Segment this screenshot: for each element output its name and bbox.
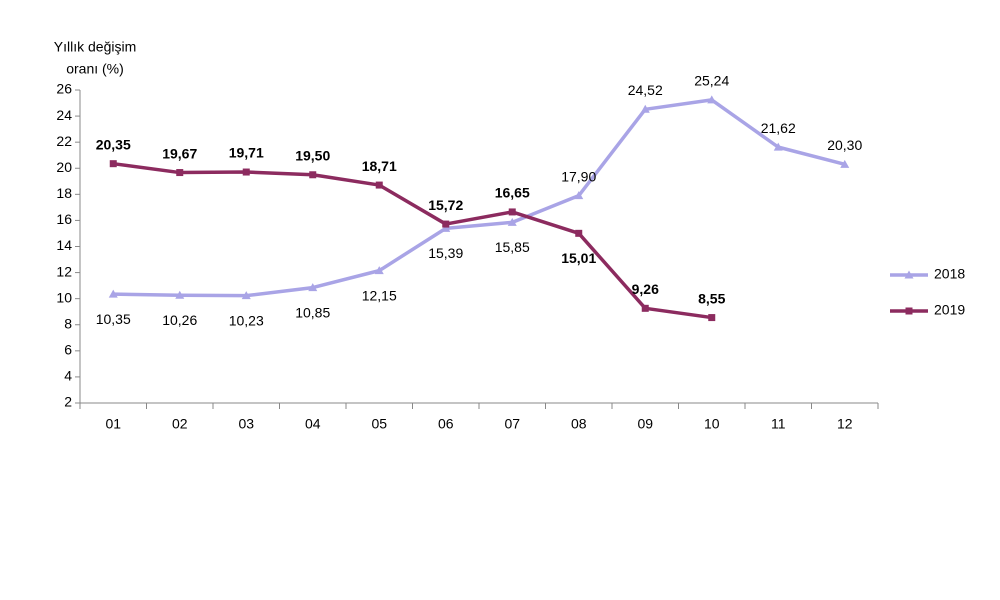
legend-marker (905, 307, 913, 315)
data-label: 25,24 (694, 73, 729, 89)
line-series (113, 161, 712, 320)
legend-label: 2019 (934, 302, 965, 318)
data-label: 10,23 (229, 312, 264, 328)
x-tick-label: 12 (837, 416, 853, 432)
x-tick-label: 08 (571, 416, 587, 432)
x-tick-label: 05 (371, 416, 387, 432)
x-tick-label: 10 (704, 416, 720, 432)
x-tick-label: 01 (105, 416, 121, 432)
y-tick-label: 16 (56, 211, 72, 227)
marker (640, 104, 650, 113)
x-tick-label: 09 (637, 416, 653, 432)
data-label: 19,71 (229, 145, 264, 161)
data-label: 15,85 (495, 239, 530, 255)
data-label: 20,30 (827, 137, 862, 153)
x-tick-label: 03 (238, 416, 254, 432)
y-tick-label: 2 (64, 394, 72, 410)
x-tick-label: 02 (172, 416, 188, 432)
data-label: 10,26 (162, 312, 197, 328)
marker (840, 159, 850, 168)
data-label: 10,85 (295, 304, 330, 320)
data-label: 21,62 (761, 120, 796, 136)
y-tick-label: 14 (56, 237, 72, 253)
y-axis-title: oranı (%) (66, 61, 124, 77)
marker (641, 304, 649, 312)
marker (309, 171, 317, 179)
x-tick-label: 07 (504, 416, 520, 432)
data-label: 9,26 (632, 281, 659, 297)
marker (375, 181, 383, 189)
marker (176, 169, 184, 177)
line-series (113, 98, 846, 298)
y-tick-label: 12 (56, 263, 72, 279)
data-label: 24,52 (628, 82, 663, 98)
marker (575, 229, 583, 237)
y-tick-label: 26 (56, 81, 72, 97)
data-label: 16,65 (495, 185, 530, 201)
marker (773, 142, 783, 151)
marker (242, 168, 250, 176)
y-tick-label: 22 (56, 133, 72, 149)
marker (241, 291, 251, 300)
y-tick-label: 18 (56, 185, 72, 201)
data-label: 12,15 (362, 287, 397, 303)
marker (441, 223, 451, 232)
data-label: 20,35 (96, 136, 131, 152)
x-tick-label: 04 (305, 416, 321, 432)
data-label: 15,01 (561, 250, 596, 266)
x-tick-label: 06 (438, 416, 454, 432)
legend-label: 2018 (934, 266, 965, 282)
y-tick-label: 8 (64, 315, 72, 331)
data-label: 18,71 (362, 158, 397, 174)
data-label: 17,90 (561, 168, 596, 184)
marker (308, 283, 318, 292)
marker (109, 160, 117, 168)
data-label: 15,39 (428, 245, 463, 261)
data-label: 19,67 (162, 145, 197, 161)
data-label: 19,50 (295, 147, 330, 163)
y-tick-label: 20 (56, 159, 72, 175)
marker (508, 208, 516, 216)
data-label: 10,35 (96, 311, 131, 327)
y-tick-label: 10 (56, 289, 72, 305)
y-tick-label: 24 (56, 107, 72, 123)
marker (574, 191, 584, 200)
legend-marker (904, 270, 914, 279)
marker (708, 314, 716, 322)
y-axis-title: Yıllık değişim (54, 39, 136, 55)
y-tick-label: 6 (64, 342, 72, 358)
marker (707, 95, 717, 104)
data-label: 8,55 (698, 290, 725, 306)
marker (374, 266, 384, 275)
data-label: 15,72 (428, 197, 463, 213)
y-tick-label: 4 (64, 368, 72, 384)
marker (108, 289, 118, 298)
x-tick-label: 11 (771, 416, 786, 432)
marker (507, 217, 517, 226)
marker (175, 290, 185, 299)
marker (442, 220, 450, 228)
